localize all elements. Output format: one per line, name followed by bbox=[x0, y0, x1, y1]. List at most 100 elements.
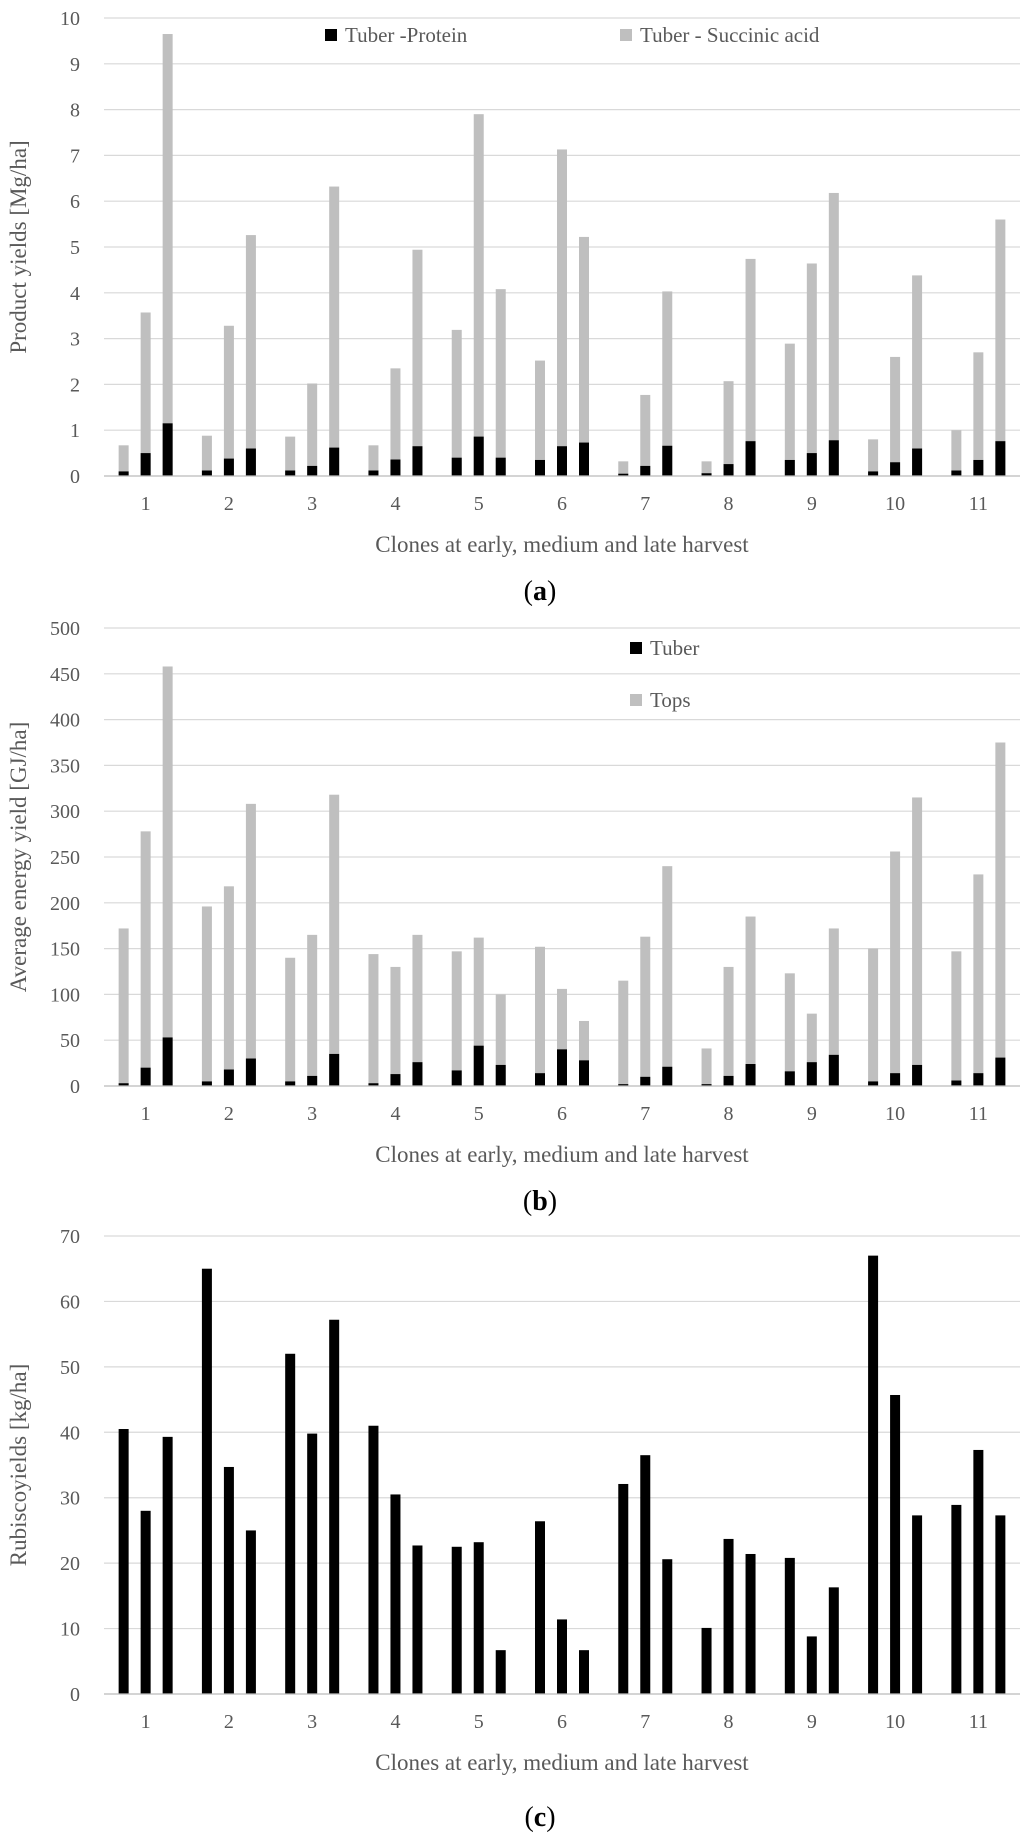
y-tick-label: 250 bbox=[50, 847, 80, 869]
bar-tops-clone-10-medium bbox=[890, 851, 901, 1086]
bar-tuber-clone-1-early bbox=[118, 1083, 129, 1086]
legend-swatch bbox=[325, 29, 337, 41]
bar-tuber-succinic-acid-clone-10-late bbox=[912, 275, 923, 476]
bar-tuber-succinic-acid-clone-5-late bbox=[495, 289, 506, 476]
y-tick-label: 400 bbox=[50, 710, 80, 732]
y-tick-label: 200 bbox=[50, 893, 80, 915]
bar-tops-clone-9-early bbox=[784, 973, 795, 1086]
bar-tops-clone-7-medium bbox=[640, 936, 651, 1086]
bar-tops-clone-3-early bbox=[285, 957, 296, 1086]
bar-tuber-clone-9-early bbox=[784, 1071, 795, 1086]
x-tick-label: 4 bbox=[390, 1711, 400, 1733]
legend-swatch bbox=[630, 642, 642, 654]
y-tick-label: 50 bbox=[60, 1030, 80, 1052]
bar-tuber-protein-clone-10-medium bbox=[890, 462, 901, 476]
bar-tuber-protein-clone-11-late bbox=[995, 441, 1006, 476]
bar-tuber-protein-clone-8-late bbox=[745, 441, 756, 476]
x-axis-title: Clones at early, medium and late harvest bbox=[375, 532, 749, 557]
bar-tuber-protein-clone-7-medium bbox=[640, 465, 651, 476]
bar-tuber-protein-clone-6-late bbox=[579, 442, 589, 476]
bar-tuber-clone-10-early bbox=[868, 1081, 879, 1086]
bar-value-clone-10-medium bbox=[890, 1394, 901, 1694]
bar-tuber-protein-clone-6-early bbox=[535, 459, 545, 476]
bar-tuber-succinic-acid-clone-7-early bbox=[618, 461, 629, 476]
chart-c: 0 10 20 30 40 50 60 70 1 2 3 4 5 6 7 8 9 10 11 Rubiscoyield… bbox=[6, 1226, 1020, 1833]
bar-tuber-protein-clone-1-early bbox=[118, 471, 129, 476]
bar-tuber-protein-clone-3-early bbox=[285, 470, 296, 476]
bar-tuber-clone-2-early bbox=[201, 1081, 212, 1086]
x-tick-label: 3 bbox=[307, 1711, 317, 1733]
y-tick-label: 0 bbox=[70, 1684, 80, 1706]
bar-tuber-clone-5-late bbox=[495, 1064, 506, 1086]
bar-tuber-succinic-acid-clone-11-late bbox=[995, 219, 1006, 476]
x-tick-label: 3 bbox=[307, 493, 317, 515]
chart-b: 0 50 100 150 200 250 300 350 400 450 500 1 2 3 4 5 6 7 8 9 1… bbox=[6, 618, 1020, 1217]
bar-tuber-clone-3-medium bbox=[307, 1075, 318, 1086]
y-tick-label: 6 bbox=[70, 191, 80, 213]
bar-value-clone-2-early bbox=[201, 1268, 212, 1694]
bar-tuber-clone-1-late bbox=[162, 1037, 173, 1086]
bar-value-clone-2-medium bbox=[223, 1466, 234, 1694]
bar-tops-clone-8-late bbox=[745, 916, 756, 1086]
caption-close: ) bbox=[547, 576, 556, 607]
bar-tops-clone-2-medium bbox=[223, 886, 234, 1086]
bar-value-clone-8-late bbox=[745, 1553, 756, 1694]
bar-value-clone-1-medium bbox=[140, 1510, 151, 1694]
x-tick-label: 2 bbox=[224, 1103, 234, 1125]
bar-value-clone-1-early bbox=[118, 1429, 129, 1694]
bar-value-clone-3-late bbox=[329, 1319, 340, 1694]
bar-value-clone-8-early bbox=[701, 1627, 712, 1694]
bar-tuber-clone-5-early bbox=[451, 1070, 462, 1086]
bar-tuber-clone-6-late bbox=[579, 1060, 589, 1086]
bar-tuber-clone-11-medium bbox=[973, 1073, 984, 1086]
bar-tuber-clone-4-early bbox=[368, 1083, 379, 1086]
bar-tuber-protein-clone-7-late bbox=[662, 445, 673, 476]
bar-tops-clone-8-early bbox=[701, 1048, 712, 1086]
bar-tops-clone-1-early bbox=[118, 928, 129, 1086]
bar-tuber-succinic-acid-clone-5-early bbox=[451, 329, 462, 476]
bar-tuber-protein-clone-5-medium bbox=[473, 436, 484, 476]
bar-value-clone-3-medium bbox=[307, 1433, 318, 1694]
caption-open: ( bbox=[524, 576, 533, 607]
bar-tuber-succinic-acid-clone-10-medium bbox=[890, 356, 901, 476]
y-axis-title: Rubiscoyields [kg/ha] bbox=[6, 1364, 31, 1567]
y-tick-label: 30 bbox=[60, 1488, 80, 1510]
bar-tuber-protein-clone-5-late bbox=[495, 457, 506, 476]
bar-tuber-protein-clone-9-medium bbox=[806, 453, 817, 476]
caption-letter: b bbox=[532, 1186, 548, 1217]
bar-tuber-succinic-acid-clone-3-medium bbox=[307, 383, 318, 476]
bar-tops-clone-5-late bbox=[495, 994, 506, 1086]
bar-tuber-clone-6-medium bbox=[557, 1049, 567, 1086]
bar-tops-clone-6-medium bbox=[557, 988, 567, 1086]
x-tick-label: 2 bbox=[224, 493, 234, 515]
y-tick-label: 4 bbox=[70, 283, 80, 305]
x-tick-label: 3 bbox=[307, 1103, 317, 1125]
bar-tuber-protein-clone-4-late bbox=[412, 446, 423, 476]
bar-tuber-protein-clone-7-early bbox=[618, 473, 629, 476]
bar-value-clone-11-late bbox=[995, 1515, 1006, 1694]
bar-tops-clone-3-late bbox=[329, 794, 340, 1086]
bar-tuber-clone-3-late bbox=[329, 1053, 340, 1086]
bar-tops-clone-9-medium bbox=[806, 1013, 817, 1086]
bar-value-clone-6-early bbox=[535, 1521, 545, 1694]
bar-tops-clone-3-medium bbox=[307, 934, 318, 1086]
caption-letter: c bbox=[534, 1802, 546, 1833]
bar-tuber-protein-clone-2-early bbox=[201, 470, 212, 476]
y-tick-label: 20 bbox=[60, 1553, 80, 1575]
bar-tops-clone-11-early bbox=[951, 951, 962, 1086]
y-tick-label: 0 bbox=[70, 466, 80, 488]
bar-value-clone-7-late bbox=[662, 1559, 673, 1694]
x-tick-label: 2 bbox=[224, 1711, 234, 1733]
bar-tuber-clone-10-late bbox=[912, 1064, 923, 1086]
x-tick-label: 11 bbox=[969, 1711, 988, 1733]
bar-tuber-protein-clone-10-late bbox=[912, 448, 923, 476]
x-tick-label: 1 bbox=[141, 493, 151, 515]
bar-tuber-protein-clone-11-medium bbox=[973, 459, 984, 476]
bar-tuber-clone-5-medium bbox=[473, 1045, 484, 1086]
x-tick-label: 7 bbox=[640, 493, 650, 515]
bar-tuber-clone-2-medium bbox=[223, 1069, 234, 1086]
y-tick-label: 60 bbox=[60, 1291, 80, 1313]
y-tick-label: 450 bbox=[50, 664, 80, 686]
panel-caption: (c) bbox=[524, 1802, 555, 1833]
